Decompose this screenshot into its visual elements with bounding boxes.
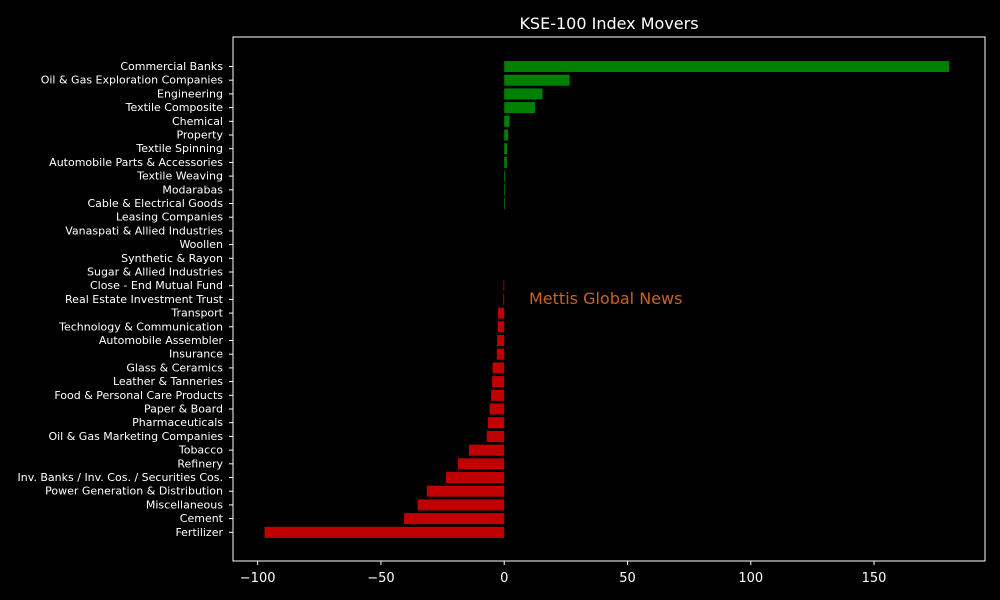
bar-engineering [504, 88, 543, 100]
chart-title: KSE-100 Index Movers [519, 14, 698, 33]
y-tick-label: Leather & Tanneries [113, 375, 223, 388]
y-tick-label: Modarabas [162, 183, 223, 196]
bar-commercial-banks [504, 61, 950, 72]
bar-oil-gas-marketing-companies [486, 430, 505, 442]
y-tick-label: Chemical [172, 115, 223, 128]
bar-paper-board [489, 403, 505, 415]
y-tick-label: Oil & Gas Marketing Companies [48, 430, 223, 443]
bar-leather-tanneries [492, 376, 505, 388]
y-tick-label: Leasing Companies [116, 211, 223, 224]
x-tick-label: −50 [367, 571, 394, 586]
bar-close-end-mutual-fund [503, 280, 505, 292]
bar-technology-communication [497, 321, 505, 333]
y-tick-label: Power Generation & Distribution [45, 485, 223, 498]
x-tick-label: 0 [500, 571, 508, 586]
x-axis: −100 −50 0 50 100 150 [240, 561, 887, 586]
y-tick-label: Textile Spinning [135, 142, 223, 155]
y-tick-label: Engineering [157, 87, 223, 100]
y-tick-label: Sugar & Allied Industries [87, 266, 223, 279]
y-tick-label: Vanaspati & Allied Industries [65, 224, 223, 237]
x-tick-label: 100 [738, 571, 763, 586]
y-tick-label: Real Estate Investment Trust [65, 293, 224, 306]
y-tick-label: Inv. Banks / Inv. Cos. / Securities Cos. [18, 471, 223, 484]
x-tick-label: 50 [619, 571, 636, 586]
y-tick-label: Close - End Mutual Fund [90, 279, 223, 292]
bar-automobile-parts-accessories [504, 156, 507, 168]
bar-property [504, 129, 509, 141]
y-tick-label: Automobile Parts & Accessories [49, 156, 223, 169]
bar-textile-spinning [504, 143, 508, 155]
y-tick-label: Refinery [177, 457, 223, 470]
y-tick-label: Textile Composite [125, 101, 224, 114]
bar-pharmaceuticals [487, 417, 505, 429]
y-tick-label: Glass & Ceramics [126, 361, 223, 374]
y-tick-label: Oil & Gas Exploration Companies [41, 74, 224, 87]
bars-layer [264, 61, 950, 538]
bar-chemical [504, 115, 510, 127]
y-tick-label: Miscellaneous [146, 498, 223, 511]
bar-food-personal-care-products [491, 389, 505, 401]
plot-frame [232, 36, 986, 562]
y-tick-label: Woollen [179, 238, 223, 251]
bar-oil-gas-exploration-companies [504, 74, 570, 86]
bar-tobacco [468, 444, 505, 456]
bar-refinery [457, 458, 505, 470]
bar-transport [498, 307, 505, 319]
y-tick-label: Technology & Communication [58, 320, 223, 333]
bar-automobile-assembler [497, 335, 505, 346]
bar-miscellaneous [417, 499, 505, 511]
bar-fertilizer [264, 526, 505, 538]
bar-textile-composite [504, 102, 536, 114]
bar-inv-banks-inv-cos-securities-cos [446, 472, 505, 483]
y-tick-label: Transport [170, 307, 223, 320]
bar-insurance [496, 348, 505, 360]
y-tick-label: Fertilizer [175, 526, 223, 539]
x-tick-label: −100 [240, 571, 276, 586]
bar-cable-electrical-goods [504, 198, 506, 209]
bar-modarabas [504, 184, 506, 196]
y-tick-label: Textile Weaving [136, 170, 223, 183]
watermark-annotation: Mettis Global News [529, 289, 682, 308]
bar-real-estate-investment-trust [503, 293, 505, 305]
bar-power-generation-distribution [426, 485, 505, 497]
bar-glass-ceramics [492, 362, 505, 374]
y-tick-label: Synthetic & Rayon [121, 252, 223, 265]
y-tick-label: Cement [180, 512, 224, 525]
y-tick-label: Automobile Assembler [99, 334, 224, 347]
y-tick-label: Property [176, 129, 223, 142]
bar-textile-weaving [504, 170, 506, 182]
y-tick-label: Tobacco [178, 444, 223, 457]
bar-cement [404, 513, 505, 525]
y-tick-label: Food & Personal Care Products [54, 389, 223, 402]
x-tick-label: 150 [862, 571, 887, 586]
y-tick-label: Paper & Board [144, 403, 223, 416]
y-tick-label: Pharmaceuticals [132, 416, 223, 429]
y-tick-label: Commercial Banks [120, 60, 223, 73]
y-tick-label: Cable & Electrical Goods [87, 197, 223, 210]
y-tick-label: Insurance [169, 348, 223, 361]
